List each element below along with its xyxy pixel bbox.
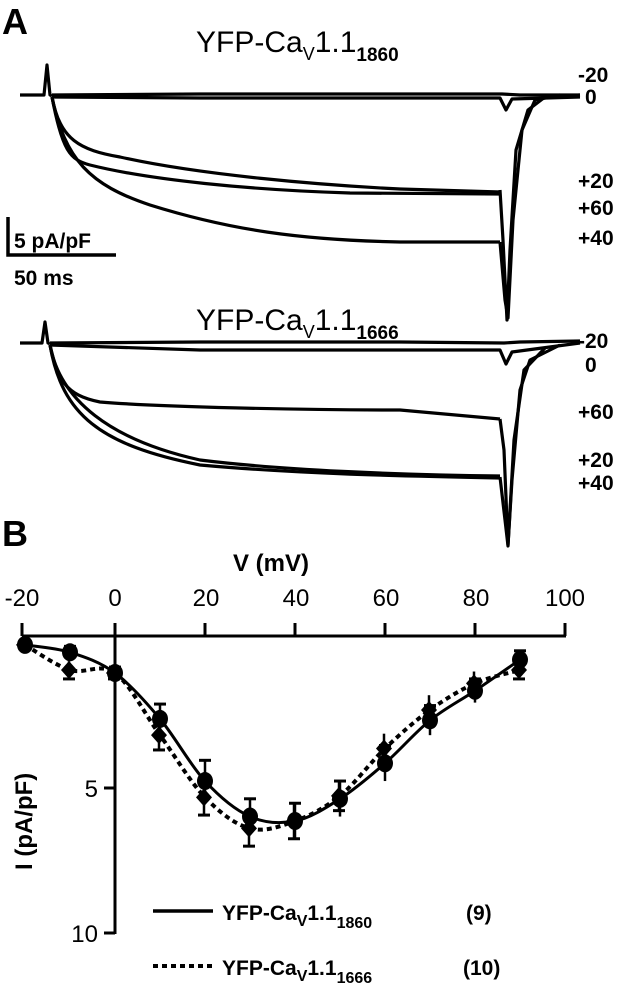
series-1860-line <box>24 643 521 825</box>
diamond-marker-icon <box>376 739 392 758</box>
top-label-plus60: +60 <box>578 197 614 220</box>
svg-text:80: 80 <box>463 585 490 612</box>
iv-plot-area <box>16 635 528 848</box>
y-tick-10: 10 <box>71 921 98 948</box>
legend-item-1666: YFP-CaV1.11666 <box>222 957 372 987</box>
diamond-marker-icon <box>16 635 32 654</box>
svg-text:0: 0 <box>108 585 121 612</box>
top-label-plus20: +20 <box>578 170 614 193</box>
legend: YFP-CaV1.11860 (9) YFP-CaV1.11666 (10) <box>153 902 500 987</box>
scale-bar-time-label: 50 ms <box>14 267 74 290</box>
diamond-marker-icon <box>421 701 437 719</box>
svg-text:100: 100 <box>545 585 585 612</box>
bottom-label-plus40: +40 <box>578 472 614 495</box>
svg-text:20: 20 <box>193 585 220 612</box>
diamond-marker-icon <box>151 726 167 745</box>
circle-marker-icon <box>62 643 78 662</box>
panel-a-letter: A <box>2 1 28 42</box>
svg-text:60: 60 <box>373 585 400 612</box>
circle-marker-icon <box>152 709 168 728</box>
x-axis-label: V (mV) <box>233 550 309 577</box>
bottom-label-plus60: +60 <box>578 401 614 424</box>
svg-text:40: 40 <box>283 585 310 612</box>
diamond-marker-icon <box>511 661 527 680</box>
series-1666-line <box>23 643 521 832</box>
circle-marker-icon <box>512 650 528 669</box>
scale-bar: 5 pA/pF 50 ms <box>6 217 116 290</box>
bottom-label-plus20: +20 <box>578 449 614 472</box>
panel-a-bottom-title: YFP-CaV1.11666 <box>196 304 399 344</box>
top-label-plus40: +40 <box>578 227 614 250</box>
legend-n-1666: (10) <box>463 957 500 980</box>
diamond-marker-icon <box>241 819 257 838</box>
legend-item-1860: YFP-CaV1.11860 <box>222 902 372 932</box>
panel-a-top-title: YFP-CaV1.11860 <box>196 26 399 66</box>
panel-b-letter: B <box>2 513 28 554</box>
diamond-marker-icon <box>331 786 347 805</box>
legend-n-1860: (9) <box>466 902 492 925</box>
bottom-label-minus20: -20 <box>578 330 608 353</box>
panel-a-bottom-traces <box>20 320 581 548</box>
diamond-marker-icon <box>106 664 122 682</box>
top-label-0: 0 <box>585 86 597 109</box>
bottom-label-0: 0 <box>585 354 597 377</box>
y-axis-label: I (pA/pF) <box>11 773 38 870</box>
panel-a-top-traces <box>20 63 581 322</box>
iv-axes <box>20 623 567 935</box>
diamond-marker-icon <box>466 674 482 693</box>
x-tick-labels: -20 0 20 40 60 80 100 <box>5 585 585 612</box>
scale-bar-current-label: 5 pA/pF <box>14 230 91 253</box>
svg-text:-20: -20 <box>5 585 40 612</box>
top-label-minus20: -20 <box>578 64 608 87</box>
diamond-marker-icon <box>286 812 302 830</box>
diamond-marker-icon <box>61 661 77 680</box>
y-tick-5: 5 <box>85 776 98 803</box>
diamond-marker-icon <box>196 788 212 807</box>
